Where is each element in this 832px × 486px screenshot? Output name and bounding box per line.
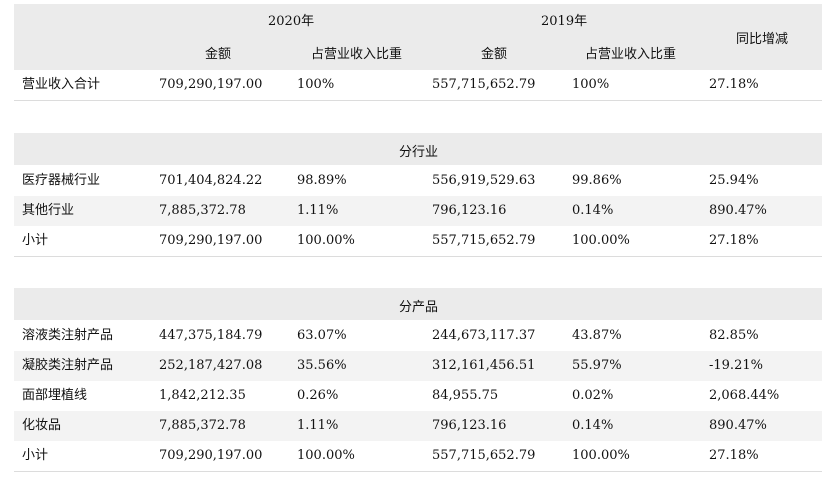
cell-amount-2020: 1,842,212.35 xyxy=(159,388,246,403)
row-divider xyxy=(14,256,822,257)
cell-yoy: 25.94% xyxy=(709,173,759,188)
cell-ratio-2019: 0.14% xyxy=(572,418,614,433)
cell-amount-2019: 557,715,652.79 xyxy=(432,448,536,463)
row-label: 小计 xyxy=(22,448,49,463)
header-amount-2019: 金额 xyxy=(481,47,508,62)
cell-amount-2019: 796,123.16 xyxy=(432,418,507,433)
cell-yoy: 82.85% xyxy=(709,328,759,343)
cell-amount-2020: 709,290,197.00 xyxy=(159,77,263,92)
cell-ratio-2019: 55.97% xyxy=(572,358,622,373)
header-yoy: 同比增减 xyxy=(736,32,789,47)
table-row: 化妆品 7,885,372.78 1.11% 796,123.16 0.14% … xyxy=(14,411,822,441)
cell-ratio-2020: 35.56% xyxy=(297,358,347,373)
cell-ratio-2020: 100% xyxy=(297,77,335,92)
row-label: 凝胶类注射产品 xyxy=(22,358,114,373)
row-divider xyxy=(14,100,822,101)
cell-ratio-2019: 99.86% xyxy=(572,173,622,188)
cell-amount-2020: 252,187,427.08 xyxy=(159,358,263,373)
row-label: 溶液类注射产品 xyxy=(22,328,114,343)
cell-yoy: 27.18% xyxy=(709,77,759,92)
cell-ratio-2020: 100.00% xyxy=(297,448,355,463)
cell-yoy: 890.47% xyxy=(709,418,767,433)
cell-ratio-2019: 100.00% xyxy=(572,448,630,463)
cell-amount-2019: 557,715,652.79 xyxy=(432,233,536,248)
table-row: 其他行业 7,885,372.78 1.11% 796,123.16 0.14%… xyxy=(14,196,822,226)
row-label: 其他行业 xyxy=(22,203,75,218)
cell-ratio-2019: 100.00% xyxy=(572,233,630,248)
row-label: 化妆品 xyxy=(22,418,62,433)
cell-amount-2019: 556,919,529.63 xyxy=(432,173,536,188)
table-header xyxy=(14,4,822,70)
header-ratio-2019: 占营业收入比重 xyxy=(585,47,677,62)
section-title-industry: 分行业 xyxy=(399,145,439,160)
row-label: 面部埋植线 xyxy=(22,388,88,403)
table-row-total: 营业收入合计 709,290,197.00 100% 557,715,652.7… xyxy=(14,70,822,100)
cell-yoy: 2,068.44% xyxy=(709,388,780,403)
cell-ratio-2019: 0.14% xyxy=(572,203,614,218)
row-divider xyxy=(14,471,822,472)
row-label: 营业收入合计 xyxy=(22,77,101,92)
cell-amount-2020: 701,404,824.22 xyxy=(159,173,263,188)
section-header-industry xyxy=(14,133,822,165)
cell-ratio-2020: 1.11% xyxy=(297,418,339,433)
cell-yoy: 27.18% xyxy=(709,233,759,248)
row-label: 小计 xyxy=(22,233,49,248)
cell-yoy: 27.18% xyxy=(709,448,759,463)
cell-amount-2020: 709,290,197.00 xyxy=(159,233,263,248)
section-header-product xyxy=(14,288,822,320)
cell-amount-2019: 557,715,652.79 xyxy=(432,77,536,92)
cell-amount-2019: 796,123.16 xyxy=(432,203,507,218)
cell-amount-2019: 84,955.75 xyxy=(432,388,499,403)
cell-yoy: -19.21% xyxy=(709,358,763,373)
cell-ratio-2019: 43.87% xyxy=(572,328,622,343)
cell-ratio-2019: 0.02% xyxy=(572,388,614,403)
cell-ratio-2020: 0.26% xyxy=(297,388,339,403)
table-row: 凝胶类注射产品 252,187,427.08 35.56% 312,161,45… xyxy=(14,351,822,381)
cell-ratio-2020: 63.07% xyxy=(297,328,347,343)
table-row-subtotal: 小计 709,290,197.00 100.00% 557,715,652.79… xyxy=(14,226,822,256)
section-title-product: 分产品 xyxy=(399,300,439,315)
table-row-subtotal: 小计 709,290,197.00 100.00% 557,715,652.79… xyxy=(14,441,822,471)
row-label: 医疗器械行业 xyxy=(22,173,101,188)
header-year-2019: 2019年 xyxy=(541,14,588,29)
cell-ratio-2020: 100.00% xyxy=(297,233,355,248)
cell-amount-2020: 447,375,184.79 xyxy=(159,328,263,343)
cell-ratio-2020: 1.11% xyxy=(297,203,339,218)
header-year-2020: 2020年 xyxy=(268,14,315,29)
header-amount-2020: 金额 xyxy=(205,47,232,62)
table-row: 面部埋植线 1,842,212.35 0.26% 84,955.75 0.02%… xyxy=(14,381,822,411)
header-ratio-2020: 占营业收入比重 xyxy=(311,47,403,62)
cell-ratio-2020: 98.89% xyxy=(297,173,347,188)
table-row: 溶液类注射产品 447,375,184.79 63.07% 244,673,11… xyxy=(14,321,822,351)
table-row: 医疗器械行业 701,404,824.22 98.89% 556,919,529… xyxy=(14,166,822,196)
cell-amount-2020: 7,885,372.78 xyxy=(159,203,246,218)
cell-amount-2020: 709,290,197.00 xyxy=(159,448,263,463)
cell-yoy: 890.47% xyxy=(709,203,767,218)
cell-ratio-2019: 100% xyxy=(572,77,610,92)
cell-amount-2019: 312,161,456.51 xyxy=(432,358,536,373)
cell-amount-2019: 244,673,117.37 xyxy=(432,328,536,343)
cell-amount-2020: 7,885,372.78 xyxy=(159,418,246,433)
